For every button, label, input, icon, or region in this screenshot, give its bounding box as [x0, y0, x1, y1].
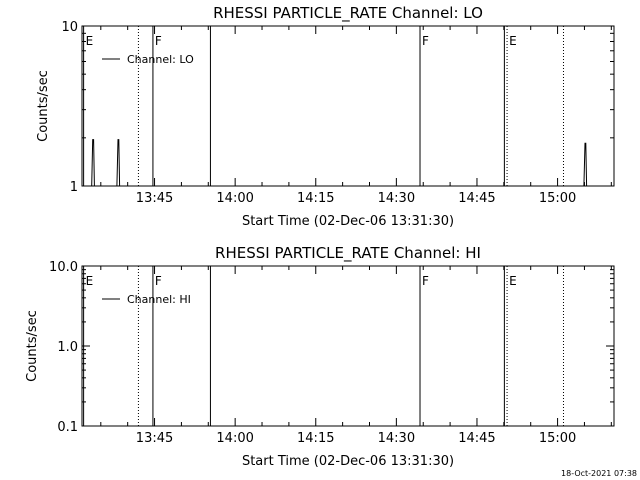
y-axis-label: Counts/sec — [25, 310, 40, 382]
chart-panels: RHESSI PARTICLE_RATE Channel: LO 13:45 14:… — [25, 4, 615, 469]
chart-panel-1: RHESSI PARTICLE_RATE Channel: LO 13:45 14:… — [36, 4, 615, 229]
event-marker-label: F — [422, 34, 429, 48]
x-axis-label: Start Time (02-Dec-06 13:31:30) — [242, 214, 454, 229]
x-tick-label: 14:30 — [378, 191, 415, 206]
x-tick-label: 14:00 — [216, 431, 253, 446]
y-tick-label: 10 — [61, 20, 78, 35]
x-tick-label: 14:45 — [458, 431, 495, 446]
event-marker-label: F — [155, 34, 162, 48]
event-marker-label: F — [422, 274, 429, 288]
event-marker-label: E — [509, 274, 517, 288]
x-tick-label: 14:30 — [378, 431, 415, 446]
x-tick-label: 14:45 — [458, 191, 495, 206]
footer-timestamp: 18-Oct-2021 07:38 — [561, 469, 637, 478]
x-axis-label: Start Time (02-Dec-06 13:31:30) — [242, 454, 454, 469]
y-tick-label: 0.1 — [57, 420, 78, 435]
event-marker-label: F — [155, 274, 162, 288]
x-tick-label: 13:45 — [136, 191, 173, 206]
y-tick-label: 1.0 — [57, 340, 78, 355]
series-line — [82, 139, 588, 187]
y-tick-label: 10.0 — [49, 260, 78, 275]
x-tick-label: 15:00 — [539, 191, 576, 206]
x-tick-label: 14:00 — [216, 191, 253, 206]
x-tick-label: 14:15 — [297, 191, 334, 206]
x-tick-label: 15:00 — [539, 431, 576, 446]
chart-title: RHESSI PARTICLE_RATE Channel: LO — [213, 4, 483, 23]
chart-panel-2: RHESSI PARTICLE_RATE Channel: HI 13:45 14:… — [25, 244, 615, 469]
event-marker-label: E — [509, 34, 517, 48]
legend-label: Channel: HI — [127, 293, 191, 306]
legend-label: Channel: LO — [127, 53, 194, 66]
y-tick-label: 1 — [70, 180, 78, 195]
event-marker-label: E — [86, 34, 94, 48]
event-marker-label: E — [86, 274, 94, 288]
y-axis-label: Counts/sec — [36, 70, 51, 142]
x-tick-label: 13:45 — [136, 431, 173, 446]
x-tick-label: 14:15 — [297, 431, 334, 446]
chart-title: RHESSI PARTICLE_RATE Channel: HI — [215, 244, 481, 263]
